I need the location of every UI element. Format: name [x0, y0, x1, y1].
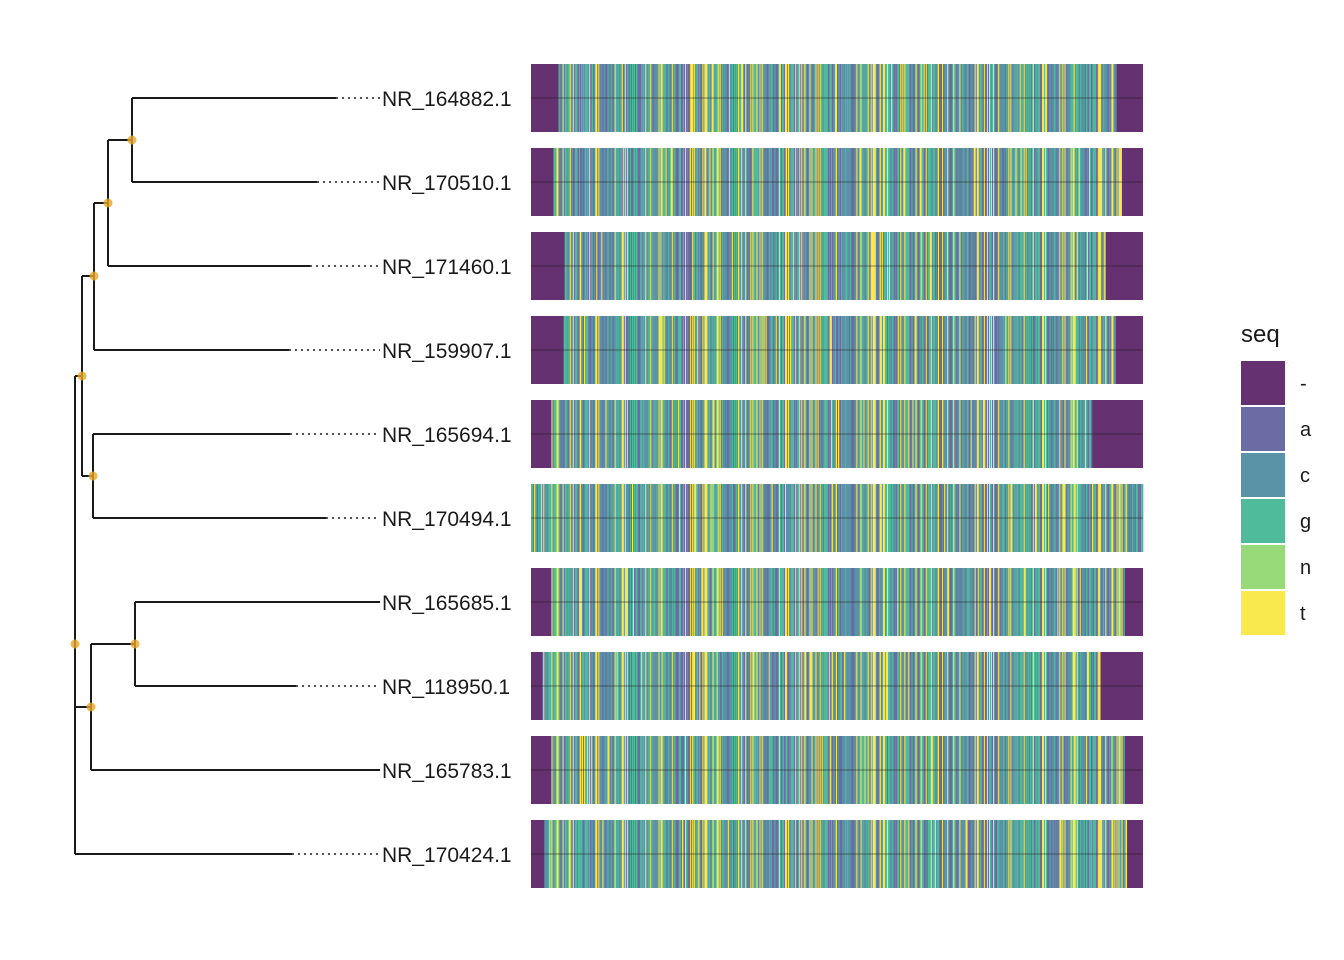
- internal-node-point: [89, 271, 99, 281]
- alignment-row: [531, 64, 1143, 132]
- internal-node-point: [130, 639, 140, 649]
- alignment-row: [531, 400, 1143, 468]
- alignment-row: [531, 148, 1143, 216]
- alignment-row: [531, 484, 1144, 552]
- phylogenetic-tree: [70, 97, 380, 855]
- tip-label: NR_118950.1: [382, 676, 510, 699]
- internal-node-point: [88, 471, 98, 481]
- tip-label: NR_171460.1: [382, 256, 512, 279]
- tip-label: NR_170424.1: [382, 844, 512, 867]
- alignment-row: [531, 316, 1143, 384]
- sequence-alignment: [531, 64, 1144, 888]
- tip-label: NR_164882.1: [382, 88, 512, 111]
- alignment-row: [531, 232, 1143, 300]
- tip-label: NR_165685.1: [382, 592, 512, 615]
- tip-label: NR_170510.1: [382, 172, 512, 195]
- tip-label: NR_165783.1: [382, 760, 512, 783]
- alignment-row: [531, 736, 1143, 804]
- tip-labels: NR_164882.1 NR_170510.1 NR_171460.1 NR_1599…: [382, 88, 512, 867]
- internal-node-point: [77, 371, 87, 381]
- internal-node-point: [127, 135, 137, 145]
- internal-node-point: [70, 639, 80, 649]
- internal-node-point: [103, 198, 113, 208]
- internal-node-point: [86, 702, 96, 712]
- tip-label: NR_165694.1: [382, 424, 512, 447]
- tip-label: NR_159907.1: [382, 340, 512, 363]
- tip-label: NR_170494.1: [382, 508, 512, 531]
- alignment-row: [531, 652, 1143, 720]
- alignment-row: [531, 568, 1143, 636]
